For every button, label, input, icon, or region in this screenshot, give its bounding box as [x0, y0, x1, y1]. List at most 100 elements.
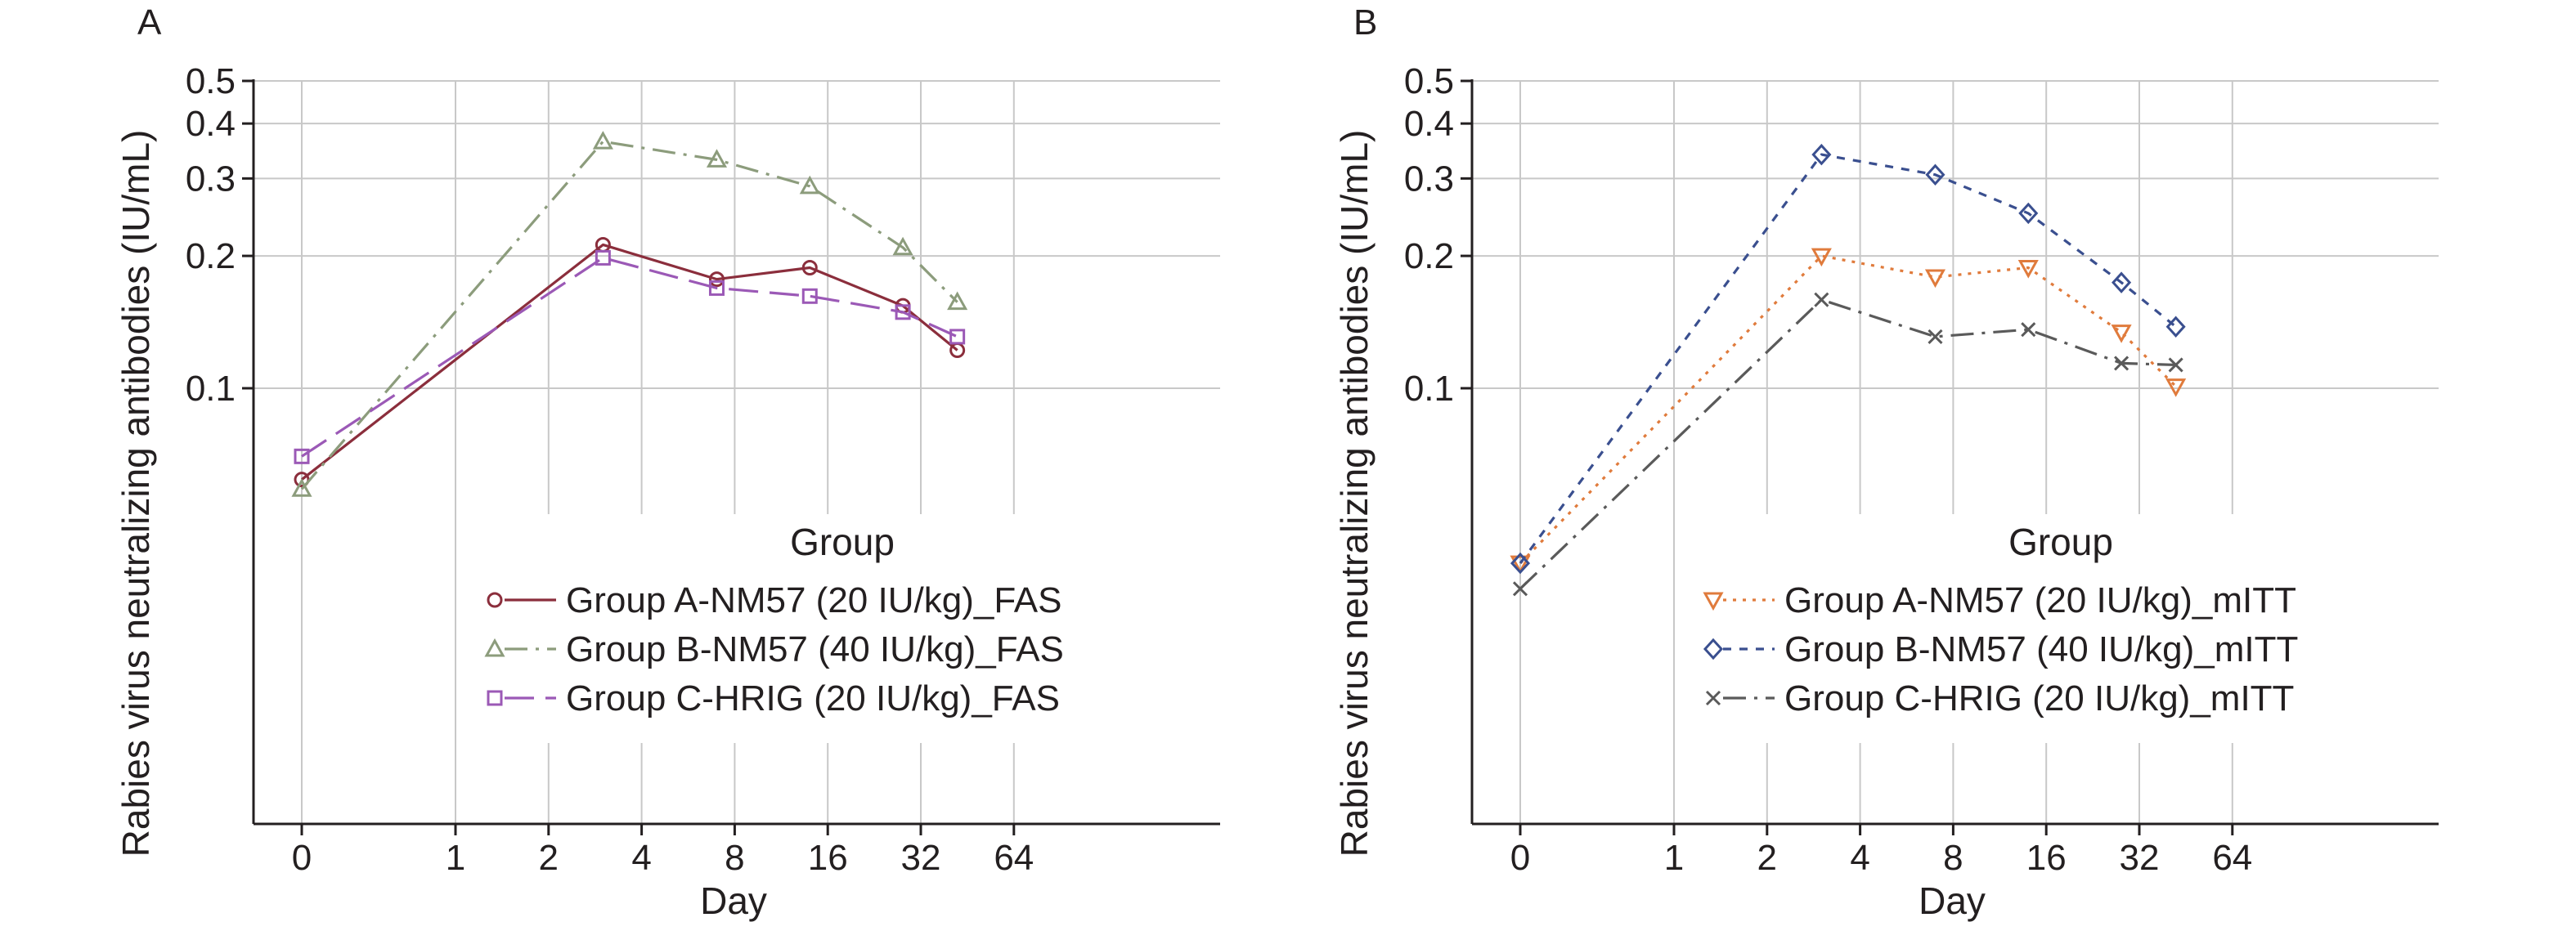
series-group-b-nm57-40-iu-kg-mitt — [1510, 143, 2186, 575]
y-axis-title: Rabies virus neutralizing antibodies (IU… — [1333, 130, 1376, 857]
x-tick-label: 64 — [994, 838, 1034, 878]
legend-label: Group C-HRIG (20 IU/kg)_FAS — [566, 678, 1060, 718]
series-line — [1519, 254, 2177, 565]
data-point-marker — [2017, 260, 2039, 279]
y-tick-label: 0.4 — [186, 104, 236, 144]
x-tick-label: 2 — [1757, 838, 1777, 878]
data-point-marker — [1510, 555, 1531, 575]
legend-title: Group — [790, 521, 895, 563]
data-point-marker — [1924, 269, 1946, 289]
data-point-marker — [801, 288, 818, 304]
legend-marker — [487, 690, 503, 706]
x-tick-label: 32 — [2120, 838, 2160, 878]
data-point-marker — [291, 478, 312, 497]
legend-label: Group B-NM57 (40 IU/kg)_mITT — [1784, 629, 2298, 669]
panel-b-line-chart: 0 1 2 4 8 16 32 64 0.1 0.2 0.3 0.40.5 Day Rabies viru… — [1333, 2, 2439, 922]
legend-entry: Group B-NM57 (40 IU/kg)_FAS — [484, 629, 1064, 669]
legend-entry: Group A-NM57 (20 IU/kg)_FAS — [487, 580, 1061, 620]
data-point-marker — [1928, 329, 1943, 344]
legend-label: Group A-NM57 (20 IU/kg)_FAS — [566, 580, 1061, 620]
panel-letter: B — [1353, 2, 1377, 43]
panel-letter: A — [137, 2, 162, 43]
series-line — [300, 140, 958, 490]
y-tick-label: 0.5 — [186, 61, 236, 101]
grid — [254, 80, 1220, 824]
x-tick-label: 64 — [2212, 838, 2252, 878]
data-point-marker — [2114, 356, 2129, 371]
y-axis-title: Rabies virus neutralizing antibodies (IU… — [114, 130, 157, 857]
series-line — [301, 243, 958, 481]
x-axis-title: Day — [700, 880, 767, 922]
series-line — [301, 256, 958, 458]
legend-entry: Group B-NM57 (40 IU/kg)_mITT — [1703, 629, 2298, 669]
data-point-marker — [799, 175, 820, 195]
series-group-c-hrig-20-iu-kg-fas — [294, 249, 966, 464]
data-point-marker — [947, 291, 968, 311]
data-point-marker — [595, 249, 611, 266]
data-point-marker — [892, 236, 913, 256]
legend-marker — [1705, 690, 1721, 706]
x-tick-label: 16 — [2026, 838, 2067, 878]
legend-title: Group — [2008, 521, 2113, 563]
legend-marker — [487, 592, 503, 608]
series-group-c-hrig-20-iu-kg-mitt — [1512, 292, 2183, 597]
data-point-marker — [706, 149, 728, 168]
axes: 0 1 2 4 8 16 32 64 0.1 0.2 0.3 0.40.5 Day Rabies viru… — [1333, 61, 2439, 922]
data-point-marker — [1811, 248, 1832, 267]
legend-label: Group C-HRIG (20 IU/kg)_mITT — [1784, 678, 2294, 718]
data-point-marker — [801, 260, 818, 276]
legend-background — [466, 514, 1212, 743]
series-line — [1519, 298, 2176, 590]
legend: Group Group A-NM57 (20 IU/kg)_mITT Group B… — [1685, 514, 2430, 743]
data-point-marker — [2112, 271, 2132, 293]
series-group-b-nm57-40-iu-kg-fas — [291, 131, 968, 497]
y-tick-label: 0.2 — [186, 236, 236, 276]
data-point-marker — [2021, 322, 2036, 338]
legend-marker — [1703, 638, 1724, 660]
x-tick-label: 0 — [292, 838, 312, 878]
axes: 0 1 2 4 8 16 32 64 0.1 0.2 0.3 0.40.5 Day Rabies viru… — [114, 61, 1220, 922]
data-point-marker — [2111, 325, 2132, 343]
x-tick-label: 32 — [901, 838, 941, 878]
legend-marker — [1703, 592, 1724, 611]
y-tick-label: 0.4 — [1404, 104, 1454, 144]
x-tick-label: 8 — [1943, 838, 1963, 878]
data-point-marker — [708, 280, 725, 296]
data-point-marker — [2165, 316, 2186, 338]
data-point-marker — [294, 448, 310, 464]
data-point-marker — [2165, 378, 2187, 397]
series-group-a-nm57-20-iu-kg-fas — [294, 236, 966, 488]
legend-entry: Group C-HRIG (20 IU/kg)_FAS — [487, 678, 1060, 718]
panel-a-line-chart: 0 1 2 4 8 16 32 64 0.1 0.2 0.3 0.40.5 Day Rabies viru… — [114, 2, 1220, 922]
x-tick-label: 16 — [808, 838, 848, 878]
y-tick-label: 0.2 — [1404, 236, 1454, 276]
legend-label: Group A-NM57 (20 IU/kg)_mITT — [1784, 580, 2296, 620]
data-point-marker — [1510, 552, 1531, 575]
data-point-marker — [949, 329, 966, 345]
series-line — [1519, 153, 2177, 565]
y-tick-label: 0.1 — [186, 369, 236, 409]
series-group-a-nm57-20-iu-kg-mitt — [1510, 248, 2187, 575]
legend-marker — [484, 638, 505, 657]
y-tick-label: 0.5 — [1404, 61, 1454, 101]
x-tick-label: 4 — [1850, 838, 1869, 878]
x-tick-label: 2 — [539, 838, 559, 878]
x-tick-label: 0 — [1510, 838, 1530, 878]
y-tick-label: 0.1 — [1404, 369, 1454, 409]
data-point-marker — [1512, 581, 1528, 597]
x-tick-label: 1 — [446, 838, 465, 878]
x-tick-label: 8 — [725, 838, 744, 878]
x-tick-label: 4 — [631, 838, 651, 878]
legend: Group Group A-NM57 (20 IU/kg)_FAS Group B-… — [466, 514, 1212, 743]
data-point-marker — [592, 131, 613, 150]
data-point-marker — [1811, 143, 1832, 166]
data-point-marker — [708, 271, 725, 288]
y-tick-label: 0.3 — [186, 159, 236, 199]
x-axis-title: Day — [1919, 880, 1986, 922]
x-tick-label: 1 — [1664, 838, 1684, 878]
data-point-marker — [1925, 163, 1945, 186]
legend-entry: Group A-NM57 (20 IU/kg)_mITT — [1703, 580, 2296, 620]
data-point-marker — [2168, 357, 2183, 373]
y-tick-label: 0.3 — [1404, 159, 1454, 199]
